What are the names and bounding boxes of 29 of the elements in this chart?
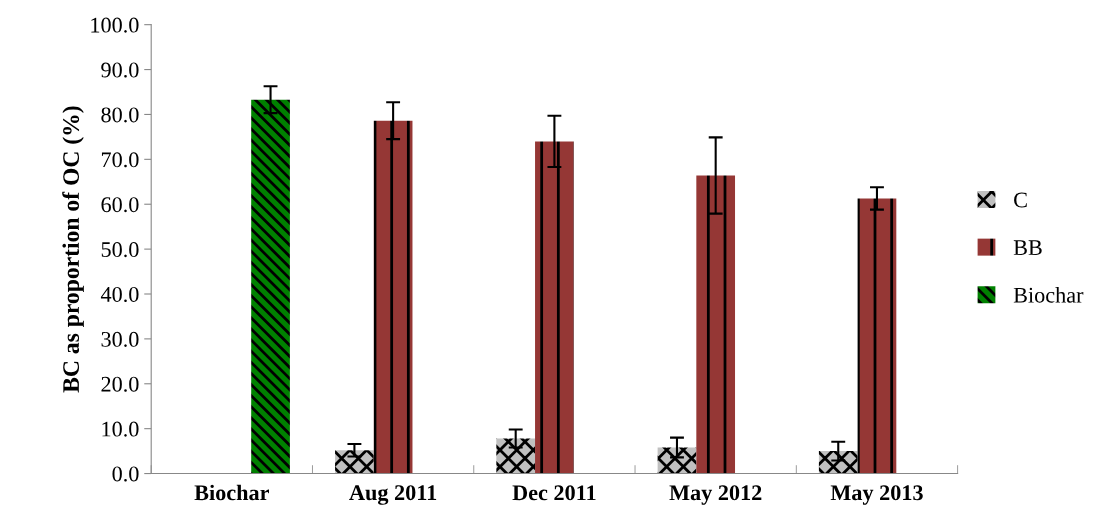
y-tick-label: 0.0 <box>112 466 139 482</box>
legend-label: BB <box>1013 240 1042 255</box>
x-tick-label: Dec 2011 <box>512 485 596 501</box>
bar <box>818 451 858 474</box>
y-tick-label: 10.0 <box>102 421 139 437</box>
x-tick-label: May 2013 <box>830 485 923 505</box>
legend-label: C <box>1014 192 1027 208</box>
legend-label: Biochar <box>1013 287 1084 303</box>
y-tick-label: 50.0 <box>101 242 139 258</box>
y-tick-label: 100.0 <box>91 17 139 33</box>
y-tick-label: 40.0 <box>100 286 139 303</box>
bar <box>251 99 290 474</box>
y-tick-label: 30.0 <box>101 331 139 347</box>
y-tick-label: 60.0 <box>101 197 139 213</box>
y-tick-label: 90.0 <box>101 62 139 78</box>
bar <box>496 438 536 474</box>
x-tick-label: Aug 2011 <box>349 485 437 505</box>
y-tick-label: 20.0 <box>101 376 139 392</box>
x-tick-label: May 2012 <box>669 485 762 505</box>
bar <box>657 447 697 474</box>
y-tick-label: 70.0 <box>101 152 139 168</box>
y-tick-label: 80.0 <box>101 107 139 123</box>
x-tick-label: Biochar <box>194 484 270 501</box>
bar <box>535 141 574 474</box>
bar <box>696 175 736 474</box>
y-axis-title: BC as proportion of OC (%) <box>62 106 84 393</box>
bar <box>335 450 374 474</box>
bar <box>857 198 897 474</box>
bar <box>373 120 413 474</box>
